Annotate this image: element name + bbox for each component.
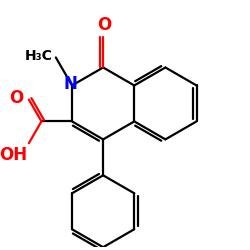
Text: N: N — [63, 75, 77, 93]
Text: O: O — [97, 16, 111, 34]
Text: OH: OH — [0, 146, 27, 164]
Text: H₃C: H₃C — [24, 49, 52, 63]
Text: O: O — [9, 89, 24, 107]
